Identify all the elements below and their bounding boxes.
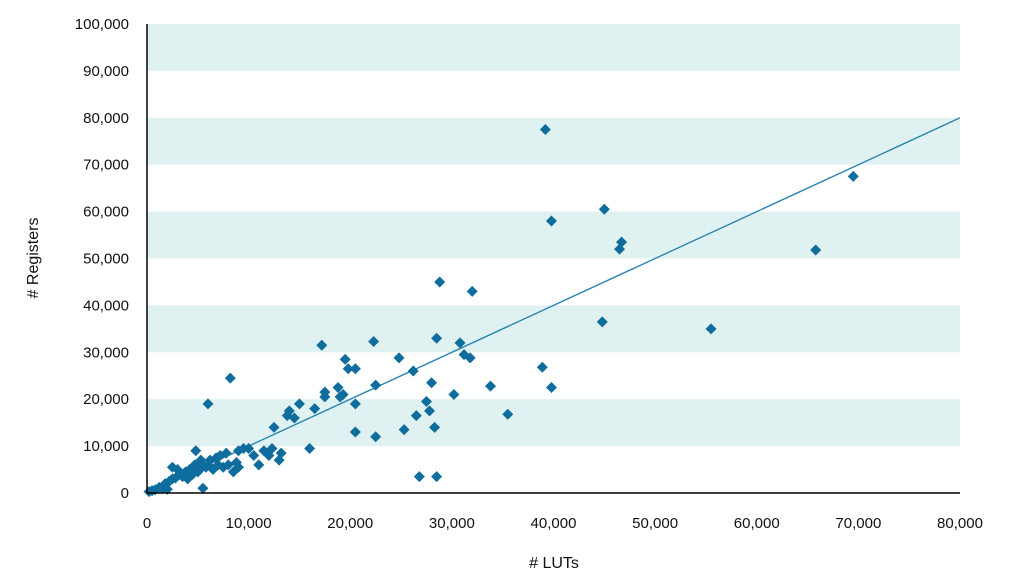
y-tick-label: 40,000 <box>83 297 129 314</box>
data-point <box>293 398 305 410</box>
data-point <box>502 408 514 420</box>
data-point <box>275 447 287 459</box>
x-tick-label: 30,000 <box>429 515 475 532</box>
y-tick-label: 50,000 <box>83 251 129 268</box>
data-point <box>596 316 608 328</box>
data-point <box>220 447 232 459</box>
x-tick-label: 50,000 <box>632 515 678 532</box>
y-axis-ticks: 0 10,000 20,000 30,000 40,000 50,000 60,000 70,… <box>75 16 129 502</box>
data-point <box>705 323 717 335</box>
data-point <box>268 421 280 433</box>
y-tick-label: 0 <box>121 485 129 502</box>
data-point <box>431 471 443 483</box>
data-point <box>283 405 295 417</box>
data-point <box>424 405 436 417</box>
data-point <box>332 381 344 393</box>
x-tick-label: 70,000 <box>835 515 881 532</box>
data-point <box>304 442 316 454</box>
x-tick-label: 60,000 <box>734 515 780 532</box>
data-point <box>319 386 331 398</box>
x-axis-label: # LUTs <box>529 555 579 572</box>
data-point <box>224 372 236 384</box>
data-point <box>370 379 382 391</box>
data-point <box>253 459 265 471</box>
data-point <box>434 276 446 288</box>
data-point <box>545 215 557 227</box>
data-point <box>232 461 244 473</box>
trendline-group <box>146 117 961 494</box>
data-point <box>484 380 496 392</box>
axes <box>146 24 960 494</box>
data-point <box>407 365 419 377</box>
y-tick-label: 10,000 <box>83 438 129 455</box>
y-tick-label: 90,000 <box>83 63 129 80</box>
data-point <box>288 412 300 424</box>
data-point <box>339 353 351 365</box>
background-band <box>147 305 960 353</box>
data-point <box>197 482 209 494</box>
data-point <box>342 363 354 375</box>
y-tick-label: 100,000 <box>75 16 129 33</box>
data-point <box>847 170 859 182</box>
x-tick-label: 80,000 <box>937 515 983 532</box>
data-point <box>370 431 382 443</box>
data-point <box>309 403 321 415</box>
data-point <box>349 363 361 375</box>
x-tick-label: 20,000 <box>327 515 373 532</box>
data-point <box>248 449 260 461</box>
x-tick-label: 0 <box>143 515 151 532</box>
data-point <box>616 236 628 248</box>
data-point <box>337 389 349 401</box>
data-point <box>431 332 443 344</box>
background-band <box>147 24 960 71</box>
data-point <box>316 339 328 351</box>
data-point <box>464 352 476 364</box>
background-band <box>147 399 960 447</box>
y-tick-label: 80,000 <box>83 110 129 127</box>
data-point <box>410 410 422 422</box>
trendline <box>146 117 961 494</box>
data-point <box>466 285 478 297</box>
data-point <box>202 398 214 410</box>
data-point <box>448 389 460 401</box>
background-band <box>147 117 960 165</box>
y-tick-label: 20,000 <box>83 391 129 408</box>
data-point <box>426 377 438 389</box>
x-tick-label: 40,000 <box>531 515 577 532</box>
y-tick-label: 70,000 <box>83 157 129 174</box>
x-tick-label: 10,000 <box>226 515 272 532</box>
data-point <box>161 483 173 495</box>
data-point <box>222 459 234 471</box>
x-axis-ticks: 0 10,000 20,000 30,000 40,000 50,000 60,000 70,… <box>143 515 983 532</box>
data-point <box>349 398 361 410</box>
y-tick-label: 30,000 <box>83 344 129 361</box>
background-bands <box>147 24 960 447</box>
data-point <box>539 124 551 136</box>
data-point <box>243 442 255 454</box>
data-point <box>545 381 557 393</box>
data-points <box>143 124 859 498</box>
data-point <box>398 424 410 436</box>
data-point <box>420 396 432 408</box>
data-point <box>454 337 466 349</box>
data-point <box>536 361 548 373</box>
data-point <box>368 336 380 348</box>
data-point <box>190 445 202 457</box>
data-point <box>349 426 361 438</box>
data-point <box>413 471 425 483</box>
y-tick-label: 60,000 <box>83 204 129 221</box>
data-point <box>393 352 405 364</box>
data-point <box>266 442 278 454</box>
data-point <box>810 244 822 256</box>
data-point <box>429 421 441 433</box>
data-point <box>598 203 610 215</box>
y-axis-label: # Registers <box>25 218 42 299</box>
